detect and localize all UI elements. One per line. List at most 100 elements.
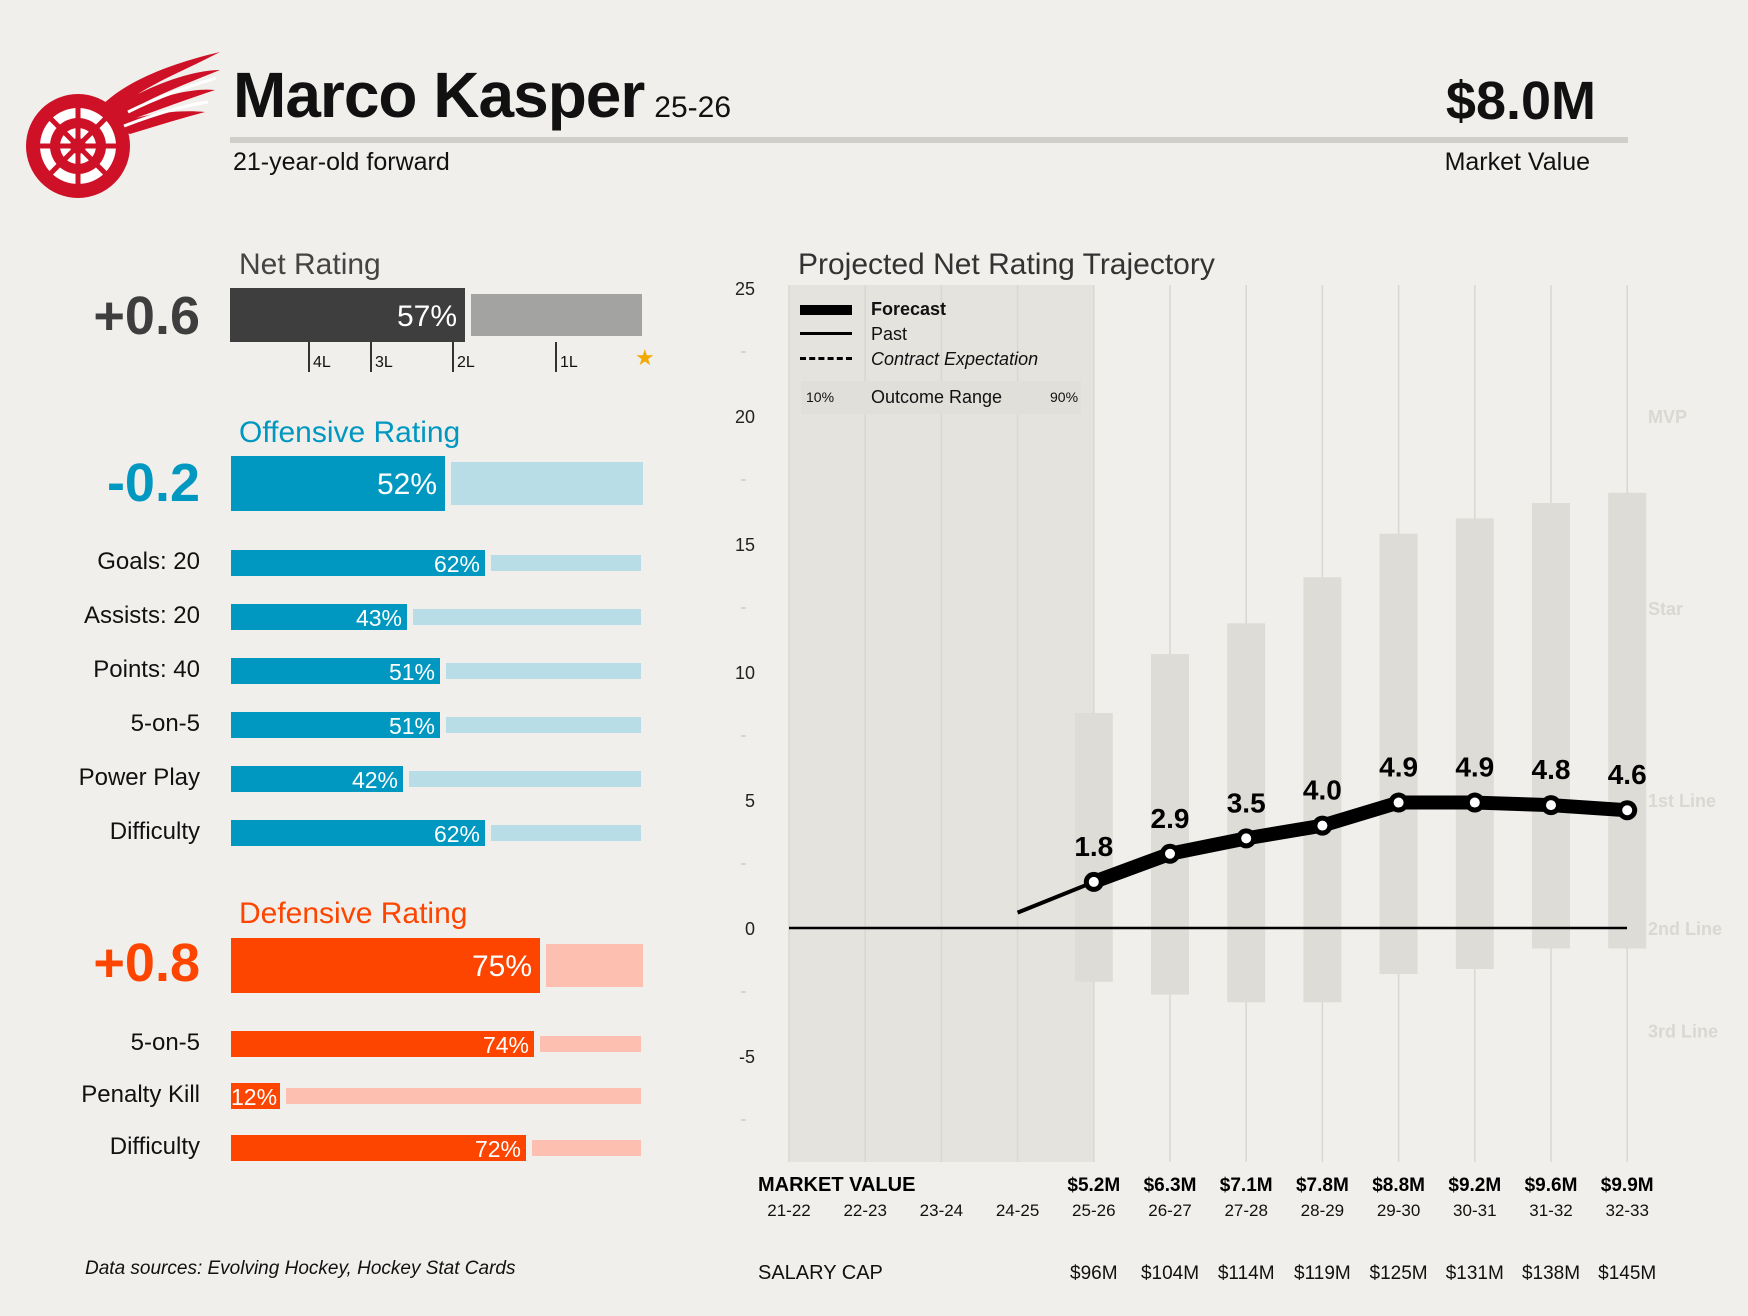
net-rating-line-markers: 4L 3L 2L 1L ★ — [230, 342, 655, 378]
outcome-range-bar — [1532, 503, 1570, 949]
y-tick-label: -5 — [739, 1047, 755, 1067]
defense-row-label: Difficulty — [109, 1133, 200, 1160]
y-tick-label: 15 — [735, 535, 755, 555]
y-tick-label: 10 — [735, 663, 755, 683]
outcome-range-bar — [1455, 518, 1494, 969]
y-tick-label: 0 — [745, 919, 755, 939]
net-rating-bar-fill: 57% — [230, 288, 465, 342]
legend-outcome-range-swatch: 10% Outcome Range 90% — [801, 381, 1081, 414]
season-label: 25-26 — [654, 91, 732, 124]
defense-row-bar-remainder — [532, 1140, 641, 1156]
data-sources-note: Data sources: Evolving Hockey, Hockey St… — [85, 1258, 516, 1279]
salary-cap-cell: $114M — [1218, 1263, 1275, 1284]
legend-contract-label: Contract Expectation — [871, 349, 1039, 369]
line-marker-tick — [370, 342, 372, 372]
tier-label: 3rd Line — [1648, 1021, 1718, 1041]
offensive-rating-bar: 52% — [231, 456, 643, 511]
defense-row-bar-remainder — [286, 1088, 641, 1104]
forecast-point-center — [1393, 797, 1404, 808]
salary-cap-cell: $145M — [1598, 1263, 1656, 1284]
tier-label: MVP — [1648, 407, 1687, 427]
x-tick-label: 26-27 — [1148, 1201, 1191, 1220]
line-marker-tick — [308, 342, 310, 372]
team-logo-icon — [20, 48, 225, 203]
player-description: 21-year-old forward — [233, 148, 450, 176]
tier-label: 1st Line — [1648, 791, 1716, 811]
defense-row-bar-fill: 12% — [231, 1083, 280, 1110]
offense-row-bar-fill: 43% — [231, 604, 407, 631]
legend-range-low: 10% — [806, 389, 835, 405]
tier-label: 2nd Line — [1648, 919, 1722, 939]
offense-row-label: Goals: 20 — [97, 548, 200, 575]
forecast-point-center — [1546, 800, 1556, 811]
legend-past-label: Past — [871, 324, 908, 344]
x-tick-label: 29-30 — [1377, 1201, 1420, 1220]
line-marker-label: 1L — [560, 354, 578, 371]
salary-cap-cell: $119M — [1294, 1263, 1351, 1284]
forecast-data-label: 4.9 — [1379, 752, 1418, 783]
forecast-data-label: 4.9 — [1455, 752, 1494, 783]
salary-cap-row-title: SALARY CAP — [758, 1262, 883, 1284]
market-value-cell: $9.9M — [1601, 1175, 1654, 1196]
defensive-rating-bar-fill: 75% — [231, 938, 540, 993]
forecast-line — [1091, 795, 1628, 889]
offense-row-bar-remainder — [491, 825, 641, 841]
offense-row-bar-remainder — [409, 771, 641, 787]
market-value-cell: $9.6M — [1525, 1175, 1578, 1196]
x-tick-label: 31-32 — [1529, 1201, 1572, 1220]
forecast-data-label: 1.8 — [1074, 831, 1113, 862]
y-tick-label: 25 — [735, 279, 755, 299]
x-tick-label: 21-22 — [767, 1201, 810, 1220]
defensive-rating-bar-remainder — [546, 944, 643, 987]
forecast-point-center — [1241, 833, 1252, 844]
net-rating-bar: 57% — [230, 288, 642, 342]
legend-range-label: Outcome Range — [871, 387, 1003, 407]
offensive-rating-bar-fill: 52% — [231, 456, 445, 511]
offense-row-bar-remainder — [413, 609, 641, 625]
defensive-rating-title: Defensive Rating — [239, 897, 468, 930]
outcome-range-bar — [1303, 577, 1342, 1003]
y-tick-label: 20 — [735, 407, 755, 427]
outcome-range-bar — [1379, 533, 1418, 975]
forecast-point-center — [1317, 820, 1328, 831]
x-tick-label: 28-29 — [1301, 1201, 1344, 1220]
legend-past-swatch — [800, 332, 852, 335]
defense-row-bar-fill: 74% — [231, 1031, 534, 1058]
forecast-point-center — [1165, 848, 1175, 859]
legend-range-high: 90% — [1050, 389, 1079, 405]
offense-row-bar-remainder — [446, 717, 641, 733]
chart-title: Projected Net Rating Trajectory — [798, 248, 1215, 281]
x-tick-label: 25-26 — [1072, 1201, 1115, 1220]
offense-row-label: Difficulty — [109, 818, 200, 845]
salary-cap-cell: $131M — [1446, 1263, 1504, 1284]
defense-row-bar-fill: 72% — [231, 1135, 526, 1162]
net-rating-title: Net Rating — [239, 248, 381, 281]
market-value-cell: $6.3M — [1144, 1175, 1197, 1196]
x-tick-label: 27-28 — [1224, 1201, 1267, 1220]
offense-row-bar-fill: 51% — [231, 712, 440, 739]
offense-row-label: Assists: 20 — [83, 602, 200, 629]
market-value-cell: $5.2M — [1067, 1175, 1120, 1196]
player-name: Marco Kasper 25-26 — [233, 58, 731, 132]
legend-contract-swatch — [800, 357, 852, 360]
x-tick-label: 23-24 — [920, 1201, 963, 1220]
salary-cap-cell: $104M — [1141, 1263, 1199, 1284]
line-marker-tick — [555, 342, 557, 372]
defensive-rating-bar: 75% — [231, 938, 643, 993]
line-marker-tick — [452, 342, 454, 372]
salary-cap-cell: $125M — [1370, 1263, 1428, 1284]
defense-row-bar-remainder — [540, 1036, 641, 1052]
x-tick-label: 32-33 — [1605, 1201, 1648, 1220]
line-marker-label: 4L — [313, 354, 331, 371]
forecast-point-center — [1469, 797, 1480, 808]
market-value-cell: $8.8M — [1372, 1175, 1425, 1196]
net-rating-value: +0.6 — [93, 286, 200, 346]
salary-cap-cell: $96M — [1070, 1263, 1118, 1284]
offense-row-bar-remainder — [491, 555, 641, 571]
past-line — [1016, 880, 1095, 915]
market-value-cell: $9.2M — [1448, 1175, 1501, 1196]
outcome-range-bar — [1074, 712, 1113, 982]
offense-row-bar-fill: 62% — [231, 550, 485, 577]
tier-label: Star — [1648, 599, 1683, 619]
